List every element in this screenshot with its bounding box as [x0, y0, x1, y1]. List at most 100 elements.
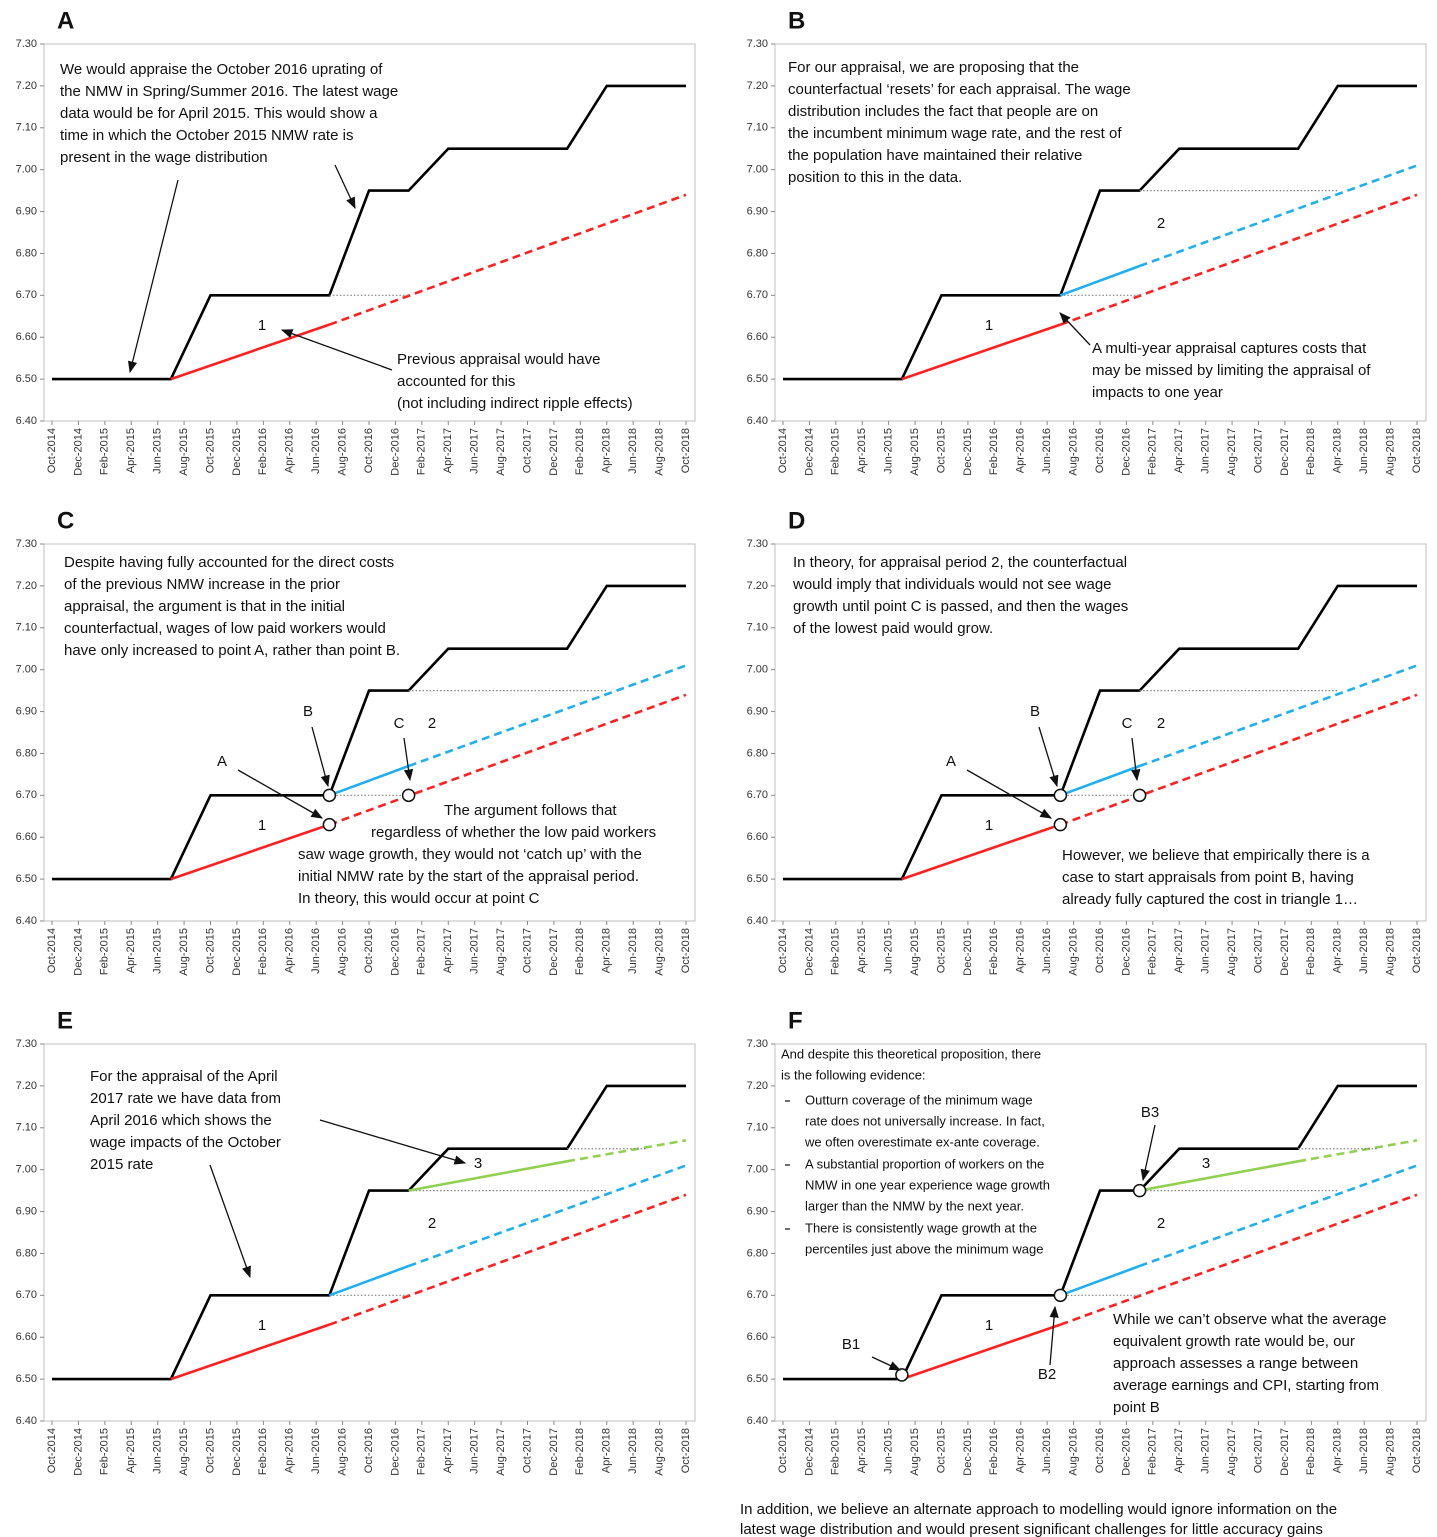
annotation: of the previous NMW increase in the prio…: [64, 576, 340, 593]
chart-panel: B 6.40 6.50 6.60 6.70 6.80 6.90 7.00 7.10 7.20 7.3…: [747, 7, 1427, 476]
x-tick-label: Apr-2015: [125, 928, 137, 973]
y-tick-label: 7.20: [747, 580, 768, 592]
y-tick-label: 6.70: [16, 1289, 37, 1301]
x-tick-label: Dec-2017: [548, 928, 560, 976]
series-line: [1059, 193, 1418, 326]
y-tick-label: 6.70: [747, 289, 768, 301]
y-tick-label: 7.20: [747, 1080, 768, 1092]
y-tick-label: 7.30: [16, 538, 37, 550]
x-tick-label: Aug-2016: [336, 928, 348, 976]
annotation: distribution includes the fact that peop…: [788, 103, 1098, 120]
y-tick-label: 6.60: [16, 331, 37, 343]
x-tick-label: Dec-2016: [389, 928, 401, 976]
x-tick-label: Apr-2016: [1015, 928, 1027, 973]
x-tick-label: Aug-2017: [1226, 928, 1238, 976]
x-tick-label: Jun-2018: [627, 1428, 639, 1474]
x-tick-label: Apr-2016: [1015, 428, 1027, 473]
annotation: However, we believe that empirically the…: [1062, 847, 1370, 864]
series-line: [783, 84, 1417, 381]
arrow: [1059, 312, 1091, 346]
annotation: wage impacts of the October: [89, 1134, 281, 1151]
x-tick-label: Jun-2015: [152, 428, 164, 474]
series-line: [901, 1323, 1061, 1381]
x-tick-label: Jun-2015: [152, 1428, 164, 1474]
point-marker: [1053, 817, 1068, 832]
region-label: 2: [428, 715, 436, 732]
x-tick-label: Oct-2017: [521, 928, 533, 973]
x-tick-label: Oct-2015: [204, 928, 216, 973]
annotation: 2015 rate: [90, 1156, 153, 1173]
annotation: is the following evidence:: [781, 1067, 926, 1082]
x-tick-label: Oct-2016: [1094, 428, 1106, 473]
arrow: [966, 769, 1053, 819]
y-tick-label: 6.80: [16, 747, 37, 759]
x-tick-label: Jun-2016: [310, 928, 322, 974]
x-tick-label: Oct-2018: [1411, 428, 1423, 473]
x-tick-label: Apr-2018: [601, 928, 613, 973]
footer-text: In addition, we believe an alternate app…: [740, 1501, 1337, 1518]
x-tick-label: Aug-2018: [653, 1428, 665, 1476]
x-tick-label: Jun-2017: [469, 1428, 481, 1474]
annotation: And despite this theoretical proposition…: [781, 1046, 1041, 1061]
annotation: of the lowest paid would grow.: [793, 620, 993, 637]
series-line: [566, 1139, 687, 1163]
y-tick-label: 7.20: [16, 580, 37, 592]
y-tick-label: 6.70: [16, 289, 37, 301]
series-line: [1139, 664, 1418, 768]
y-tick-label: 6.90: [16, 1205, 37, 1217]
annotation: the NMW in Spring/Summer 2016. The lates…: [60, 83, 398, 100]
x-tick-label: Feb-2018: [574, 928, 586, 975]
arrow: [1131, 737, 1141, 782]
arrow: [280, 329, 393, 371]
annotation: case to start appraisals from point B, h…: [1062, 869, 1354, 886]
series-line: [408, 664, 687, 768]
y-tick-label: 7.00: [16, 664, 37, 676]
arrow: [334, 164, 356, 210]
point-marker: [322, 817, 337, 832]
chart-panel: E 6.40 6.50 6.60 6.70 6.80 6.90 7.00 7.10 7.20 7.3…: [16, 1007, 696, 1476]
arrow: [319, 1119, 467, 1165]
series-line: [1059, 764, 1141, 797]
arrow: [1038, 726, 1059, 788]
y-tick-label: 6.60: [16, 1331, 37, 1343]
y-tick-label: 6.90: [16, 205, 37, 217]
x-tick-label: Oct-2014: [777, 1428, 789, 1473]
x-tick-label: Feb-2017: [1147, 928, 1159, 975]
bullet-text: larger than the NMW by the next year.: [805, 1198, 1024, 1213]
y-tick-label: 6.80: [16, 1247, 37, 1259]
x-tick-label: Apr-2015: [856, 1428, 868, 1473]
y-tick-label: 7.10: [747, 122, 768, 134]
x-tick-label: Feb-2016: [988, 928, 1000, 975]
x-tick-label: Feb-2016: [257, 928, 269, 975]
annotation: In theory, for appraisal period 2, the c…: [793, 554, 1127, 571]
x-tick-label: Aug-2018: [653, 928, 665, 976]
y-tick-label: 7.10: [16, 1122, 37, 1134]
series-line: [783, 1084, 1417, 1381]
y-tick-label: 6.70: [747, 789, 768, 801]
annotation: already fully captured the cost in trian…: [1062, 891, 1358, 908]
y-tick-label: 7.30: [747, 538, 768, 550]
x-tick-label: Jun-2018: [1358, 928, 1370, 974]
annotation: time in which the October 2015 NMW rate …: [60, 127, 353, 144]
y-tick-label: 6.70: [747, 1289, 768, 1301]
x-tick-label: Feb-2016: [257, 1428, 269, 1475]
y-tick-label: 6.60: [747, 331, 768, 343]
x-tick-label: Feb-2015: [99, 1428, 111, 1475]
annotation: counterfactual, wages of low paid worker…: [64, 620, 386, 637]
x-tick-label: Aug-2018: [1384, 1428, 1396, 1476]
bullet-text: rate does not universally increase. In f…: [805, 1113, 1045, 1128]
x-tick-label: Oct-2016: [363, 428, 375, 473]
x-tick-label: Aug-2017: [495, 428, 507, 476]
annotation: may be missed by limiting the appraisal …: [1092, 362, 1371, 379]
x-tick-label: Aug-2018: [653, 428, 665, 476]
series-line: [783, 584, 1417, 881]
region-label: 1: [985, 317, 993, 334]
x-tick-label: Aug-2016: [336, 428, 348, 476]
annotation: Despite having fully accounted for the d…: [64, 554, 394, 571]
point-label: B1: [842, 1336, 860, 1353]
chart-panel: A 6.40 6.50 6.60 6.70 6.80 6.90 7.00 7.10 7.20 7.3…: [16, 7, 696, 476]
y-tick-label: 7.10: [16, 122, 37, 134]
x-tick-label: Oct-2017: [1252, 428, 1264, 473]
annotation: saw wage growth, they would not ‘catch u…: [298, 846, 642, 863]
